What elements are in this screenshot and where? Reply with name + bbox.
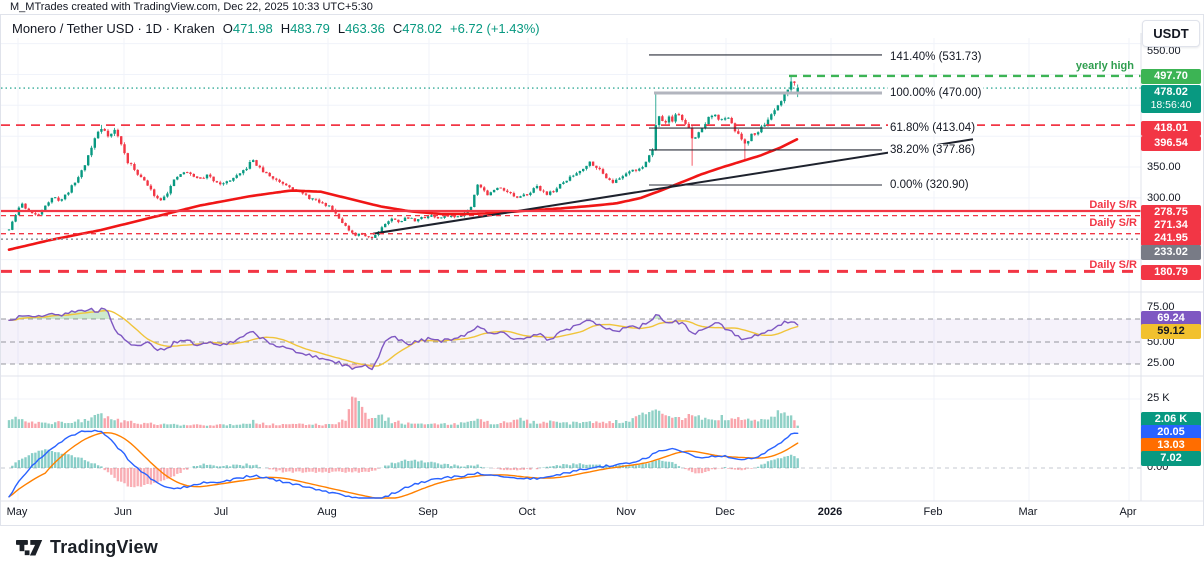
price-scale[interactable] [1140, 34, 1204, 500]
symbol-title[interactable]: Monero / Tether USD · 1D · Kraken [12, 21, 215, 36]
ohlc-high-label: H [280, 21, 291, 36]
ohlc-close-label: C [392, 21, 403, 36]
ohlc-low-value: 463.36 [345, 21, 385, 36]
chart-widget [0, 14, 1204, 526]
ohlc-low-label: L [337, 21, 346, 36]
tradingview-logo-icon [16, 539, 43, 556]
tradingview-logo[interactable]: TradingView [16, 537, 158, 558]
tradingview-logo-text: TradingView [50, 537, 158, 557]
ohlc-close-value: 478.02 [402, 21, 442, 36]
ohlc-high-value: 483.79 [290, 21, 330, 36]
price-chart-canvas[interactable] [1, 15, 1203, 525]
time-axis[interactable] [0, 500, 1140, 526]
ohlc-open-value: 471.98 [232, 21, 273, 36]
change-value: +6.72 (+1.43%) [450, 21, 540, 36]
currency-toggle-button[interactable]: USDT [1142, 20, 1200, 47]
symbol-info-bar: Monero / Tether USD · 1D · Kraken O471.98… [12, 21, 540, 36]
ohlc-open-label: O [222, 21, 233, 36]
credit-text: M_MTrades created with TradingView.com, … [10, 1, 373, 13]
